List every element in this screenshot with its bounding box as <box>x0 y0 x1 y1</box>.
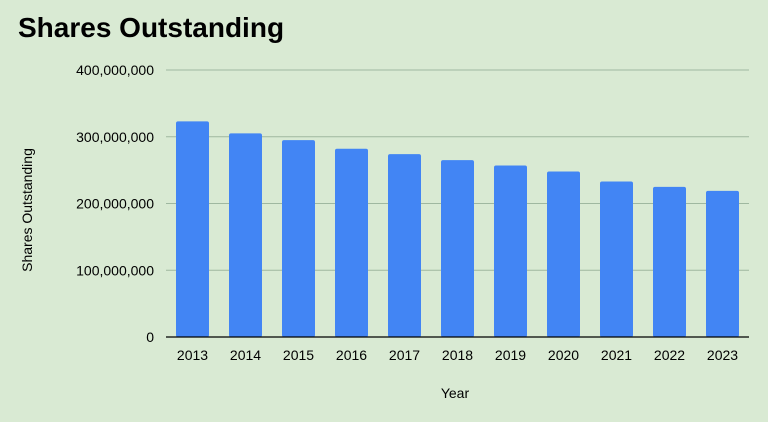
x-tick-label: 2019 <box>495 347 526 363</box>
x-tick-label: 2013 <box>177 347 208 363</box>
bar-2021[interactable] <box>600 181 633 337</box>
y-tick-label: 200,000,000 <box>76 196 154 212</box>
x-tick-label: 2016 <box>336 347 367 363</box>
bar-2014[interactable] <box>229 133 262 337</box>
bar-2016[interactable] <box>335 148 368 337</box>
bar-2018[interactable] <box>441 160 474 337</box>
bar-2023[interactable] <box>706 190 739 337</box>
bar-2019[interactable] <box>494 165 527 337</box>
bars <box>176 121 739 338</box>
bar-2022[interactable] <box>653 186 686 337</box>
bar-2015[interactable] <box>282 140 315 337</box>
x-tick-label: 2023 <box>707 347 738 363</box>
y-tick-label: 100,000,000 <box>76 262 154 278</box>
bar-2013[interactable] <box>176 121 209 338</box>
x-tick-label: 2022 <box>654 347 685 363</box>
y-tick-labels: 0 100,000,000 200,000,000 300,000,000 400,00… <box>76 62 154 345</box>
x-tick-label: 2014 <box>230 347 261 363</box>
bar-2017[interactable] <box>388 154 421 337</box>
y-tick-label: 0 <box>146 329 154 345</box>
x-tick-label: 2015 <box>283 347 314 363</box>
bar-2020[interactable] <box>547 171 580 337</box>
x-tick-label: 2018 <box>442 347 473 363</box>
x-tick-label: 2021 <box>601 347 632 363</box>
chart-title: Shares Outstanding <box>18 12 285 43</box>
x-tick-label: 2020 <box>548 347 579 363</box>
x-tick-labels: 2013 2014 2015 2016 2017 2018 2019 2020 2021 2022… <box>177 347 738 363</box>
y-tick-label: 400,000,000 <box>76 62 154 78</box>
x-tick-label: 2017 <box>389 347 420 363</box>
y-tick-label: 300,000,000 <box>76 129 154 145</box>
